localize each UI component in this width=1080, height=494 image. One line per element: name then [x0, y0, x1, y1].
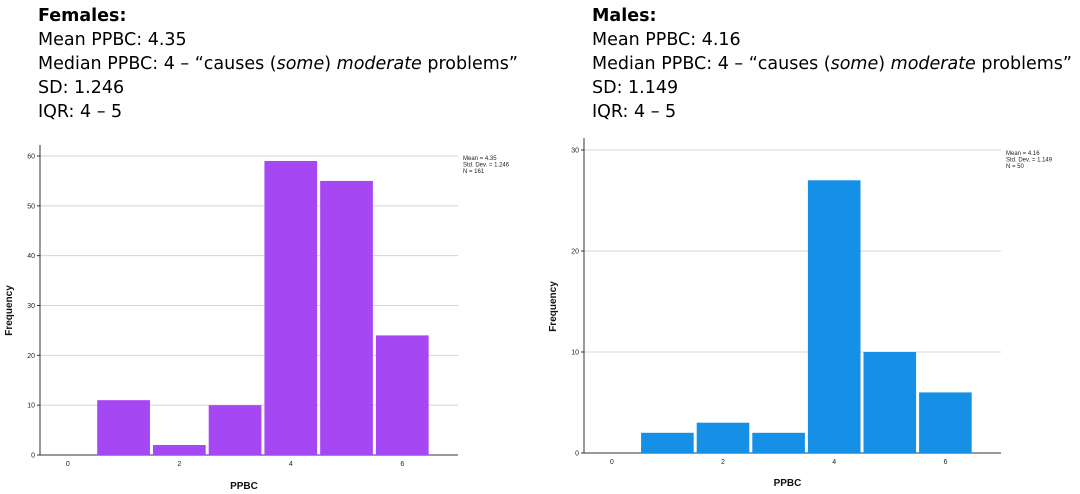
histogram-bar — [863, 352, 917, 453]
histogram-bar — [97, 400, 150, 455]
median-prefix: Median PPBC: 4 – “causes ( — [592, 54, 831, 74]
x-tick-label: 6 — [400, 461, 404, 468]
x-tick-label: 2 — [721, 459, 725, 466]
females-panel: Females: Mean PPBC: 4.35 Median PPBC: 4 … — [38, 4, 518, 124]
histogram-bar — [320, 180, 373, 455]
sd-line: SD: 1.246 — [38, 78, 125, 98]
y-tick-label: 30 — [571, 148, 579, 155]
histogram-bar — [696, 422, 750, 453]
x-tick-label: 0 — [66, 461, 70, 468]
median-italic-moderate: moderate — [336, 54, 422, 74]
females-stats: Females: Mean PPBC: 4.35 Median PPBC: 4 … — [38, 4, 518, 124]
histogram-bar — [807, 180, 861, 454]
y-axis-label: Frequency — [548, 281, 559, 332]
median-italic-some: some — [276, 54, 325, 74]
median-prefix: Median PPBC: 4 – “causes ( — [38, 54, 277, 74]
x-tick-label: 4 — [289, 461, 293, 468]
sd-line: SD: 1.149 — [592, 78, 679, 98]
mean-line: Mean PPBC: 4.16 — [592, 30, 741, 50]
panel-header: Males: — [592, 6, 657, 26]
x-tick-label: 4 — [832, 459, 836, 466]
y-tick-label: 0 — [31, 453, 35, 460]
legend-entry: Mean = 4.35 — [463, 156, 497, 162]
median-mid: ) — [878, 54, 891, 74]
x-tick-label: 6 — [943, 459, 947, 466]
median-italic-some: some — [830, 54, 879, 74]
histogram-bar — [752, 432, 805, 453]
legend-entry: N = 161 — [463, 169, 485, 175]
y-tick-label: 20 — [571, 249, 579, 256]
y-tick-label: 0 — [575, 451, 579, 458]
histogram-bar — [641, 432, 694, 453]
median-italic-moderate: moderate — [890, 54, 976, 74]
median-mid: ) — [324, 54, 337, 74]
x-tick-label: 0 — [610, 459, 614, 466]
histogram-bar — [919, 392, 972, 453]
iqr-line: IQR: 4 – 5 — [592, 102, 677, 122]
histogram-bar — [264, 160, 318, 455]
y-tick-label: 10 — [571, 350, 579, 357]
x-axis-label: PPBC — [774, 478, 802, 489]
panel-header: Females: — [38, 6, 127, 26]
legend-entry: Std. Dev. = 1.246 — [463, 163, 510, 169]
median-line: Median PPBC: 4 – “causes (some) moderate… — [38, 52, 518, 76]
legend-entry: N = 50 — [1006, 164, 1025, 170]
mean-line: Mean PPBC: 4.35 — [38, 30, 187, 50]
y-tick-label: 50 — [27, 203, 35, 210]
median-line: Median PPBC: 4 – “causes (some) moderate… — [592, 52, 1072, 76]
males-stats: Males: Mean PPBC: 4.16 Median PPBC: 4 – … — [592, 4, 1072, 124]
histogram-bar — [375, 335, 429, 455]
y-tick-label: 40 — [27, 253, 35, 260]
y-tick-label: 10 — [27, 403, 35, 410]
y-tick-label: 60 — [27, 154, 35, 161]
y-tick-label: 20 — [27, 353, 35, 360]
legend-entry: Std. Dev. = 1.149 — [1006, 158, 1053, 164]
median-suffix: problems” — [421, 54, 518, 74]
y-tick-label: 30 — [27, 303, 35, 310]
histogram-bar — [152, 445, 206, 455]
males-panel: Males: Mean PPBC: 4.16 Median PPBC: 4 – … — [540, 0, 1080, 494]
y-axis-label: Frequency — [4, 285, 15, 336]
x-axis-label: PPBC — [230, 481, 258, 492]
histogram-bar — [208, 405, 262, 455]
legend-entry: Mean = 4.16 — [1006, 151, 1040, 157]
x-tick-label: 2 — [177, 461, 181, 468]
iqr-line: IQR: 4 – 5 — [38, 102, 123, 122]
median-suffix: problems” — [975, 54, 1072, 74]
